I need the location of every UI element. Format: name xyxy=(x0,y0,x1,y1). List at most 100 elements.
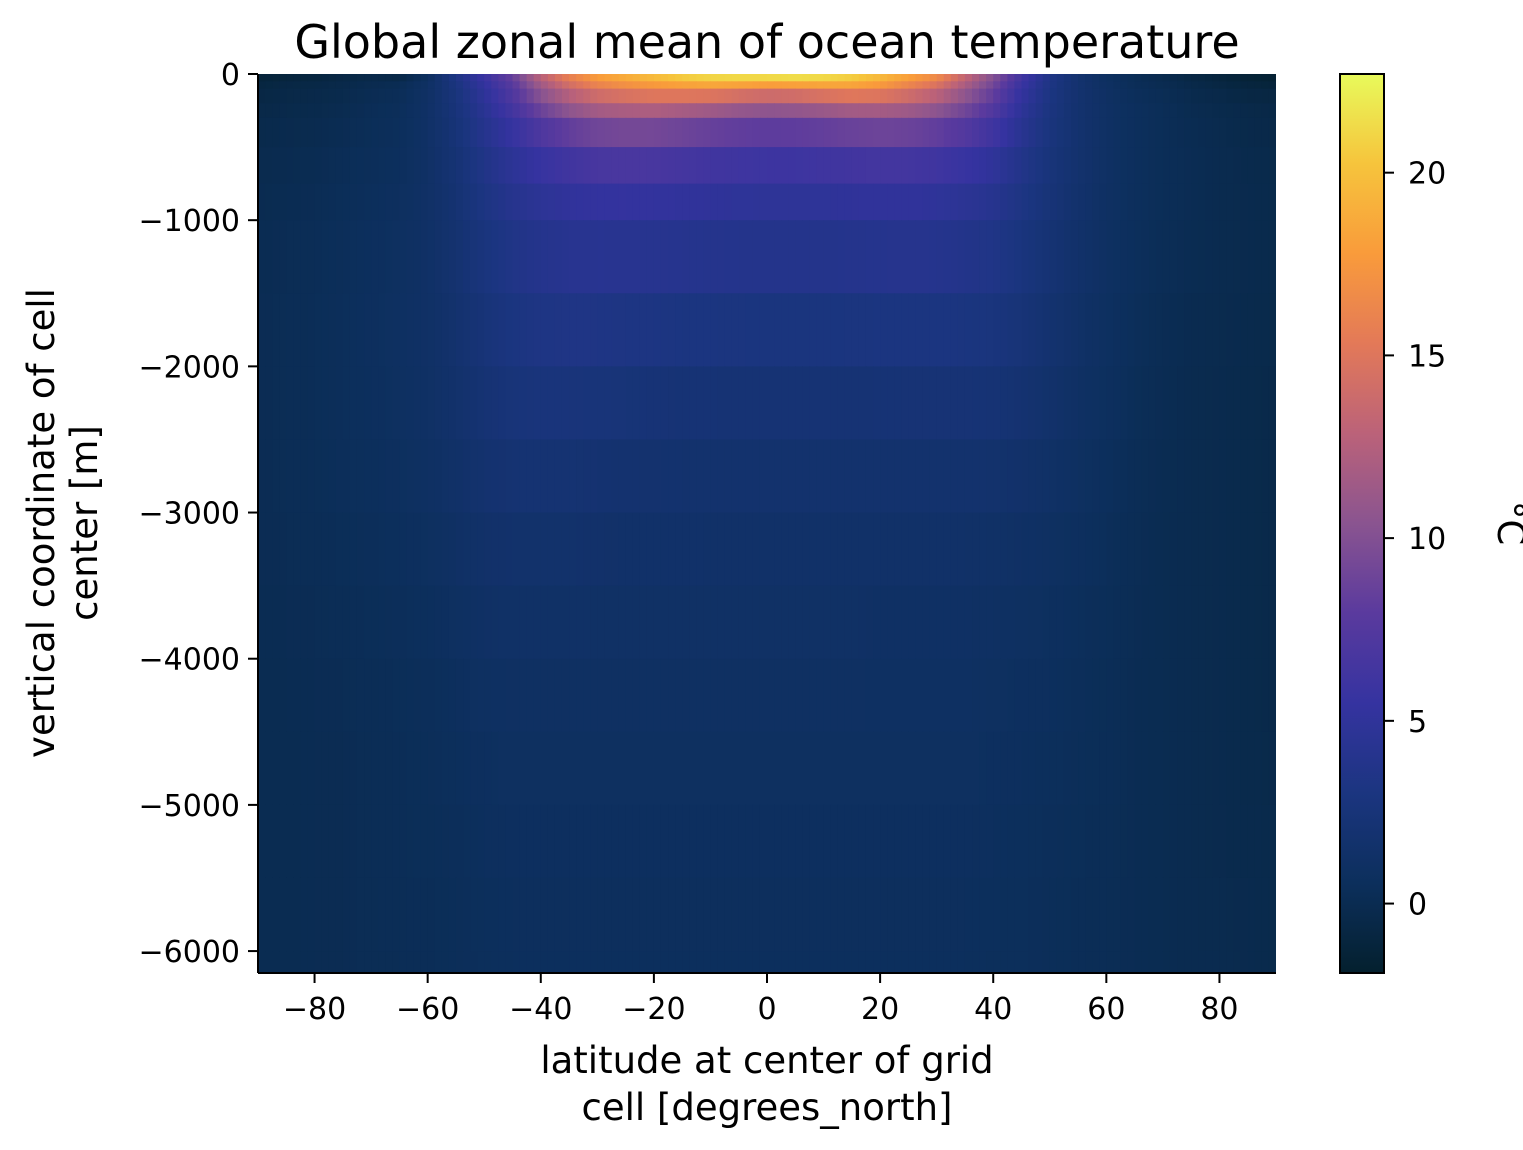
heatmap-cell xyxy=(1240,103,1249,119)
heatmap-cell xyxy=(434,877,443,952)
heatmap-cell xyxy=(1184,117,1192,148)
heatmap-cell xyxy=(385,804,393,879)
heatmap-cell xyxy=(512,293,521,367)
heatmap-cell xyxy=(470,951,478,973)
heatmap-cell xyxy=(943,74,952,82)
heatmap-cell xyxy=(767,804,775,879)
heatmap-cell xyxy=(1205,512,1213,587)
heatmap-cell xyxy=(660,81,669,90)
heatmap-cell xyxy=(1198,512,1206,587)
heatmap-cell xyxy=(774,951,782,973)
heatmap-cell xyxy=(986,951,994,973)
heatmap-cell xyxy=(470,81,478,90)
heatmap-cell xyxy=(371,512,379,587)
heatmap-cell xyxy=(1162,147,1171,185)
heatmap-cell xyxy=(1198,220,1206,294)
heatmap-cell xyxy=(385,512,393,587)
heatmap-cell xyxy=(1000,512,1008,587)
heatmap-cell xyxy=(399,658,408,733)
heatmap-cell xyxy=(887,293,895,367)
heatmap-cell xyxy=(908,88,917,104)
heatmap-cell xyxy=(660,117,669,148)
heatmap-cell xyxy=(441,366,450,441)
heatmap-cell xyxy=(1127,117,1136,148)
heatmap-cell xyxy=(286,147,294,185)
heatmap-cell xyxy=(258,74,266,82)
heatmap-cell xyxy=(413,220,422,294)
heatmap-cell xyxy=(321,293,330,367)
heatmap-cell xyxy=(873,147,881,185)
heatmap-cell xyxy=(498,74,507,82)
heatmap-cell xyxy=(1134,103,1143,119)
heatmap-cell xyxy=(972,147,980,185)
heatmap-cell xyxy=(957,103,966,119)
heatmap-cell xyxy=(484,293,492,367)
heatmap-cell xyxy=(915,81,924,90)
heatmap-cell xyxy=(1092,81,1100,90)
heatmap-cell xyxy=(689,366,697,441)
heatmap-cell xyxy=(894,147,902,185)
heatmap-cell xyxy=(1056,293,1065,367)
heatmap-cell xyxy=(1134,951,1143,973)
heatmap-cell xyxy=(293,74,302,82)
heatmap-cell xyxy=(717,585,726,660)
heatmap-cell xyxy=(519,293,528,367)
heatmap-cell xyxy=(1148,81,1157,90)
heatmap-cell xyxy=(1247,293,1256,367)
heatmap-cell xyxy=(406,951,415,973)
heatmap-cell xyxy=(349,293,358,367)
heatmap-cell xyxy=(1254,74,1263,82)
heatmap-cell xyxy=(300,585,309,660)
heatmap-cell xyxy=(1148,147,1157,185)
heatmap-cell xyxy=(604,512,613,587)
heatmap-cell xyxy=(745,147,754,185)
heatmap-cell xyxy=(837,74,846,82)
heatmap-cell xyxy=(1148,103,1157,119)
heatmap-cell xyxy=(328,951,337,973)
heatmap-cell xyxy=(774,877,782,952)
heatmap-cell xyxy=(420,81,429,90)
heatmap-cell xyxy=(413,117,422,148)
heatmap-cell xyxy=(1078,585,1086,660)
heatmap-cell xyxy=(1254,220,1263,294)
heatmap-cell xyxy=(873,731,881,806)
heatmap-cell xyxy=(873,74,881,82)
heatmap-cell xyxy=(752,81,761,90)
heatmap-cell xyxy=(851,439,860,514)
heatmap-cell xyxy=(880,293,888,367)
heatmap-cell xyxy=(767,147,775,185)
heatmap-cell xyxy=(272,147,280,185)
heatmap-cell xyxy=(1113,103,1122,119)
heatmap-cell xyxy=(668,103,676,119)
heatmap-cell xyxy=(1120,293,1129,367)
heatmap-cell xyxy=(314,81,323,90)
heatmap-cell xyxy=(611,951,620,973)
heatmap-cell xyxy=(1113,81,1122,90)
heatmap-cell xyxy=(738,877,747,952)
heatmap-cell xyxy=(724,366,733,441)
heatmap-cell xyxy=(957,88,966,104)
heatmap-cell xyxy=(639,658,648,733)
heatmap-cell xyxy=(731,103,740,119)
heatmap-cell xyxy=(745,103,754,119)
heatmap-cell xyxy=(993,220,1001,294)
heatmap-cell xyxy=(385,117,393,148)
heatmap-cell xyxy=(724,117,733,148)
heatmap-cell xyxy=(908,366,917,441)
heatmap-cell xyxy=(1219,117,1228,148)
heatmap-cell xyxy=(745,74,754,82)
heatmap-cell xyxy=(611,81,620,90)
heatmap-cell xyxy=(569,81,577,90)
heatmap-cell xyxy=(328,658,337,733)
heatmap-cell xyxy=(788,585,796,660)
heatmap-cell xyxy=(1120,117,1129,148)
heatmap-cell xyxy=(1063,220,1072,294)
heatmap-cell xyxy=(964,183,973,221)
heatmap-cell xyxy=(484,183,492,221)
heatmap-cell xyxy=(1191,439,1199,514)
heatmap-cell xyxy=(1148,804,1157,879)
heatmap-cell xyxy=(512,81,521,90)
heatmap-cell xyxy=(1113,804,1122,879)
heatmap-cell xyxy=(1268,439,1276,514)
heatmap-cell xyxy=(470,74,478,82)
